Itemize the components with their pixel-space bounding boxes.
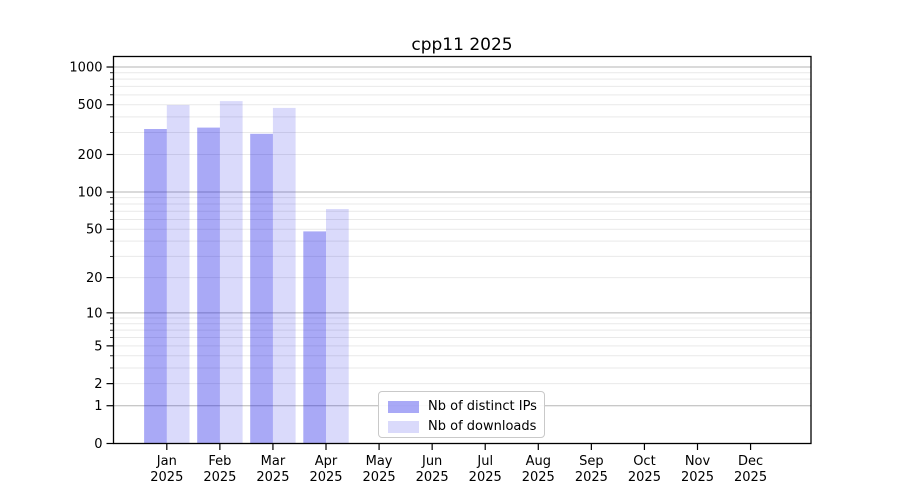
legend-label-distinct-ips: Nb of distinct IPs [428, 399, 537, 414]
x-tick-label-year: 2025 [363, 470, 396, 485]
bar-distinct-ips [250, 133, 273, 444]
legend: Nb of distinct IPs Nb of downloads [378, 391, 545, 438]
x-tick-label-month: May [366, 454, 393, 469]
x-tick-label-year: 2025 [309, 470, 342, 485]
y-tick-label: 2 [94, 377, 102, 392]
y-tick-label: 500 [78, 98, 103, 113]
x-tick-label-year: 2025 [416, 470, 449, 485]
x-tick-label-month: Sep [579, 454, 604, 469]
x-tick-label-year: 2025 [203, 470, 236, 485]
bar-downloads [219, 101, 243, 444]
plot-frame [112, 55, 812, 445]
y-tick-label: 1 [94, 399, 102, 414]
y-tick-label: 1000 [69, 61, 102, 76]
x-tick-label-month: Mar [261, 454, 286, 469]
x-tick-label-month: Aug [526, 454, 551, 469]
legend-label-downloads: Nb of downloads [428, 419, 537, 434]
bar-downloads [326, 209, 349, 444]
x-tick-label-month: Jul [476, 454, 493, 469]
x-tick-label-year: 2025 [681, 470, 714, 485]
y-tick-label: 20 [86, 271, 103, 286]
y-tick-label: 200 [78, 148, 103, 163]
chart-title: cpp11 2025 [411, 35, 513, 55]
bar-distinct-ips [303, 231, 326, 444]
y-tick-label: 5 [94, 339, 102, 354]
x-tick-label-month: Jan [156, 454, 177, 469]
x-tick-label-year: 2025 [522, 470, 555, 485]
x-tick-label-month: Jun [421, 454, 442, 469]
y-tick-label: 50 [86, 223, 103, 238]
bar-downloads [166, 105, 190, 444]
y-tick-label: 0 [94, 437, 102, 452]
x-tick-label-month: Dec [738, 454, 763, 469]
legend-swatch-downloads [388, 420, 419, 433]
x-tick-label-year: 2025 [469, 470, 502, 485]
y-tick-label: 100 [78, 186, 103, 201]
bar-distinct-ips [197, 127, 220, 444]
legend-swatch-distinct-ips [388, 400, 419, 413]
x-tick-label-month: Nov [685, 454, 711, 469]
x-tick-label-month: Apr [315, 454, 338, 469]
bar-downloads [272, 107, 296, 444]
x-tick-label-year: 2025 [628, 470, 661, 485]
x-tick-label-month: Feb [208, 454, 231, 469]
x-tick-label-month: Oct [633, 454, 655, 469]
x-tick-label-year: 2025 [256, 470, 289, 485]
x-tick-label-year: 2025 [150, 470, 183, 485]
x-tick-label-year: 2025 [734, 470, 767, 485]
x-tick-label-year: 2025 [575, 470, 608, 485]
legend-item-distinct-ips: Nb of distinct IPs [388, 397, 544, 416]
y-tick-label: 10 [86, 306, 103, 321]
legend-item-downloads: Nb of downloads [388, 417, 544, 436]
bar-distinct-ips [144, 129, 167, 444]
